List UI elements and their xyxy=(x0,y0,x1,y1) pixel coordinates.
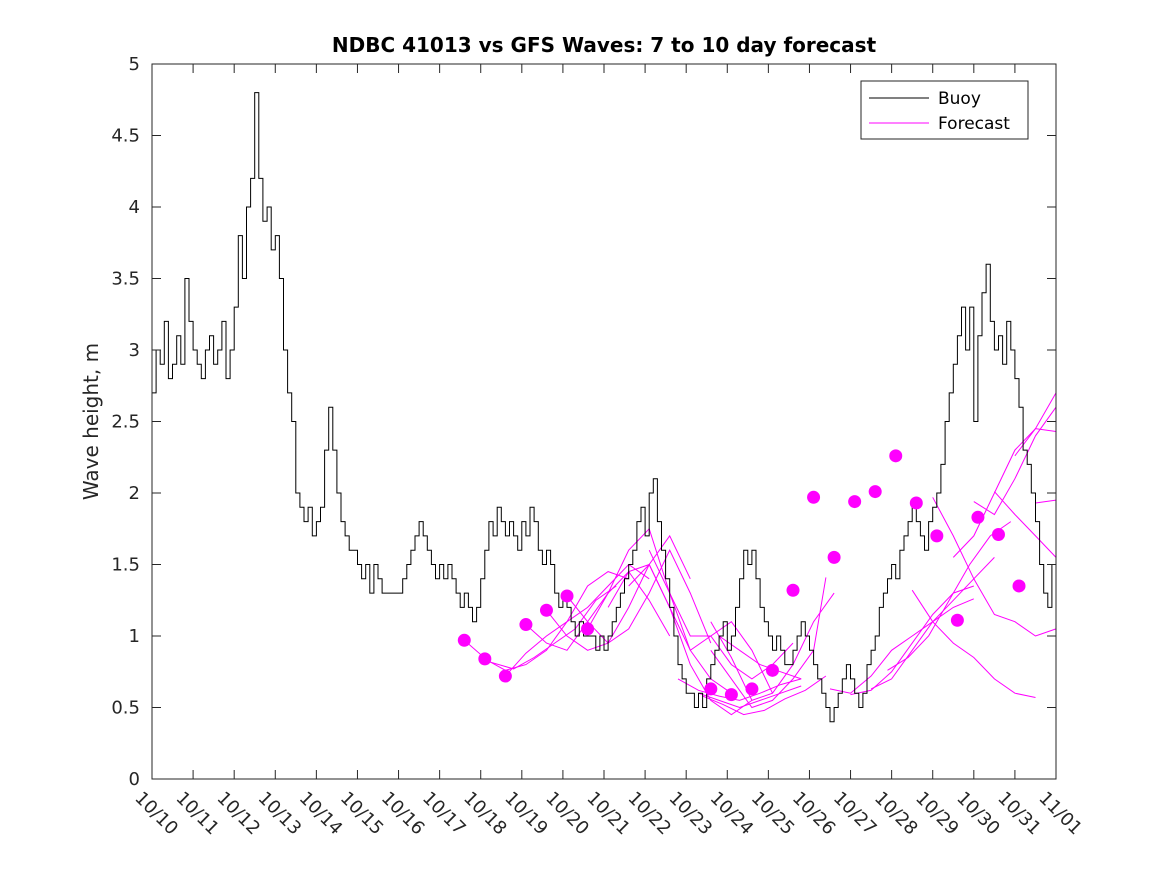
forecast-trace-24 xyxy=(994,491,1057,558)
forecast-trace-8 xyxy=(628,563,773,694)
x-tick-label: 10/31 xyxy=(993,788,1045,840)
legend: Buoy Forecast xyxy=(860,80,1029,140)
forecast-marker-13 xyxy=(827,550,841,564)
forecast-trace-4 xyxy=(546,534,691,651)
forecast-marker-9 xyxy=(745,682,759,696)
forecast-marker-8 xyxy=(724,688,738,702)
forecast-marker-19 xyxy=(950,613,964,627)
forecast-marker-20 xyxy=(971,510,985,524)
y-tick-label: 0.5 xyxy=(111,698,140,719)
forecast-trace-1 xyxy=(484,571,629,671)
x-tick-label: 10/10 xyxy=(130,788,182,840)
forecast-marker-7 xyxy=(704,682,718,696)
forecast-trace-6 xyxy=(587,527,732,694)
buoy-series xyxy=(152,92,1057,723)
x-tick-label: 10/21 xyxy=(582,788,634,840)
x-tick-label: 10/26 xyxy=(788,788,840,840)
x-tick-label: 10/23 xyxy=(665,788,717,840)
legend-label-buoy: Buoy xyxy=(938,89,981,109)
forecast-marker-4 xyxy=(539,603,553,617)
forecast-marker-3 xyxy=(519,618,533,632)
forecast-trace-22 xyxy=(952,428,1057,558)
forecast-marker-0 xyxy=(457,633,471,647)
y-tick-label: 0 xyxy=(129,769,140,790)
legend-label-forecast: Forecast xyxy=(938,114,1010,134)
x-tick-label: 10/22 xyxy=(624,788,676,840)
y-tick-label: 5 xyxy=(129,54,140,75)
x-tick-label: 10/13 xyxy=(254,788,306,840)
buoy-line xyxy=(152,92,1057,723)
forecast-trace-20 xyxy=(911,589,1036,698)
forecast-trace-7 xyxy=(607,563,753,716)
legend-box xyxy=(860,80,1029,140)
forecast-trace-10 xyxy=(710,592,835,702)
y-axis: 0 0.5 1 1.5 2 2.5 3 3.5 4 4.5 5 xyxy=(111,54,1056,790)
y-tick-label: 1.5 xyxy=(111,555,140,576)
forecast-marker-21 xyxy=(991,527,1005,541)
x-tick-label: 10/25 xyxy=(747,788,799,840)
forecast-marker-10 xyxy=(765,663,779,677)
forecast-trace-21 xyxy=(932,497,1057,637)
y-tick-label: 2 xyxy=(129,483,140,504)
plot-area xyxy=(152,64,1056,779)
forecast-marker-11 xyxy=(786,583,800,597)
forecast-trace-2 xyxy=(505,563,650,677)
x-tick-label: 10/27 xyxy=(829,788,881,840)
forecast-trace-15 xyxy=(718,635,802,680)
forecast-trace-26 xyxy=(1035,499,1057,504)
x-tick-label: 10/18 xyxy=(459,788,511,840)
forecast-marker-16 xyxy=(889,449,903,463)
y-tick-label: 3 xyxy=(129,340,140,361)
forecast-trace-13 xyxy=(698,685,802,709)
plot-background xyxy=(152,64,1056,779)
forecast-trace-3 xyxy=(525,570,671,651)
forecast-marker-14 xyxy=(848,495,862,509)
forecast-marker-22 xyxy=(1012,579,1026,593)
x-tick-label: 10/14 xyxy=(295,788,347,840)
forecast-marker-1 xyxy=(478,652,492,666)
x-tick-label: 10/15 xyxy=(336,788,388,840)
forecast-marker-15 xyxy=(868,485,882,499)
chart-title: NDBC 41013 vs GFS Waves: 7 to 10 day for… xyxy=(332,33,877,57)
x-tick-label: 10/24 xyxy=(706,788,758,840)
forecast-trace-19 xyxy=(887,521,1012,671)
forecast-marker-18 xyxy=(930,529,944,543)
x-tick-label: 10/17 xyxy=(418,788,470,840)
x-tick-label: 10/19 xyxy=(500,788,552,840)
forecast-marker-6 xyxy=(581,622,595,636)
forecast-marker-5 xyxy=(560,589,574,603)
forecast-trace-12 xyxy=(702,675,827,716)
x-tick-label: 10/16 xyxy=(377,788,429,840)
y-tick-label: 4.5 xyxy=(111,126,140,147)
forecast-marker-2 xyxy=(498,669,512,683)
x-tick-label: 10/12 xyxy=(213,788,265,840)
x-tick-label: 10/29 xyxy=(911,788,963,840)
x-tick-label: 10/20 xyxy=(541,788,593,840)
forecast-trace-14 xyxy=(677,678,802,701)
x-tick-label: 10/30 xyxy=(952,788,1004,840)
y-tick-label: 2.5 xyxy=(111,412,140,433)
x-tick-label: 10/28 xyxy=(870,788,922,840)
x-tick-label: 11/01 xyxy=(1034,788,1086,840)
forecast-trace-25 xyxy=(1014,392,1057,457)
y-tick-label: 4 xyxy=(129,197,140,218)
y-tick-label: 1 xyxy=(129,626,140,647)
forecast-markers xyxy=(457,449,1026,702)
forecast-marker-17 xyxy=(909,496,923,510)
forecast-marker-12 xyxy=(807,490,821,504)
x-tick-label: 10/11 xyxy=(172,788,224,840)
y-axis-label: Wave height, m xyxy=(79,343,103,500)
y-tick-label: 3.5 xyxy=(111,269,140,290)
forecast-trace-16 xyxy=(829,598,974,694)
